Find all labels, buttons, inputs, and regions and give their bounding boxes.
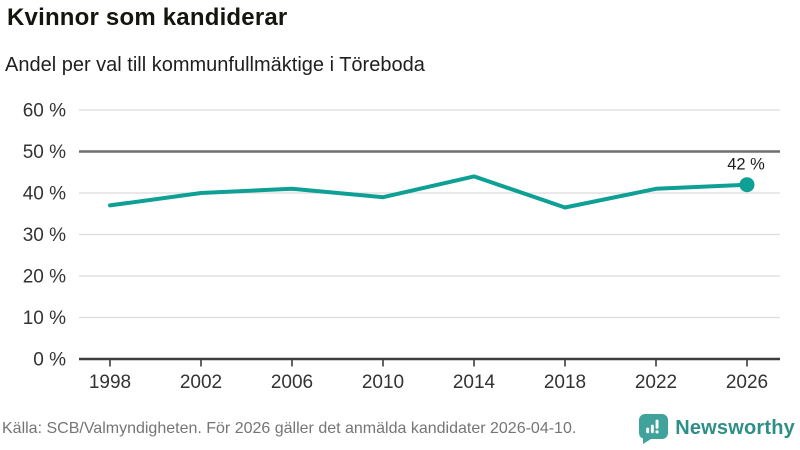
x-axis-label: 1998	[89, 372, 131, 393]
end-point-value-label: 42 %	[727, 156, 765, 174]
bar-chart-speech-bubble-icon	[639, 413, 669, 444]
y-axis-label: 20 %	[23, 267, 66, 288]
end-point-marker	[739, 177, 755, 193]
page-title: Kvinnor som kandiderar	[7, 4, 288, 31]
y-axis-label: 10 %	[23, 308, 66, 329]
y-axis-label: 30 %	[23, 225, 66, 246]
y-axis-label: 60 %	[23, 101, 66, 122]
x-axis-label: 2022	[635, 372, 677, 393]
newsworthy-logo[interactable]: Newsworthy	[638, 410, 795, 446]
x-axis-label: 2002	[180, 372, 222, 393]
footer: Källa: SCB/Valmyndigheten. För 2026 gäll…	[0, 410, 800, 450]
x-axis-label: 2018	[544, 372, 586, 393]
x-axis-label: 2010	[362, 372, 404, 393]
brand-name: Newsworthy	[675, 416, 795, 439]
y-axis-label: 0 %	[33, 350, 66, 371]
source-attribution: Källa: SCB/Valmyndigheten. För 2026 gäll…	[2, 420, 577, 437]
chart-area: 0 % 10 % 20 % 30 % 40 % 50 % 60 % 1998 2002 2006 2…	[23, 101, 780, 393]
data-line	[108, 174, 749, 210]
page-subtitle: Andel per val till kommunfullmäktige i T…	[5, 54, 425, 76]
x-axis-label: 2014	[453, 372, 496, 393]
x-axis-label: 2026	[726, 372, 768, 393]
y-axis-label: 40 %	[23, 184, 66, 205]
x-axis-label: 2006	[271, 372, 313, 393]
line-chart: 0 % 10 % 20 % 30 % 40 % 50 % 60 % 1998 2002 2006 2…	[23, 101, 780, 393]
y-axis-label: 50 %	[23, 142, 66, 163]
